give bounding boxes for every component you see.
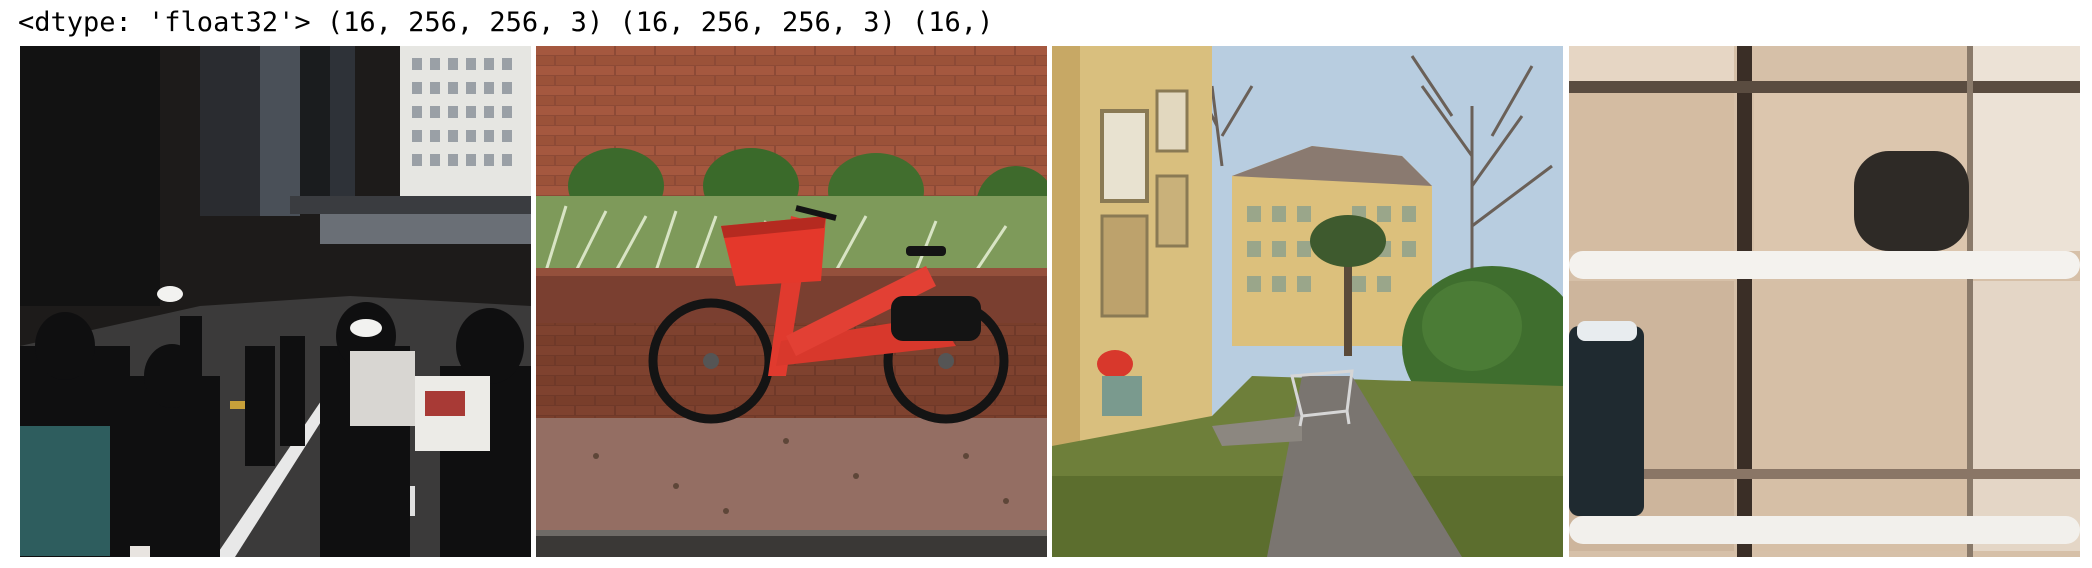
red-bicycle-image [536, 46, 1047, 557]
blurry-window-image [1569, 46, 2080, 557]
street-crowd-image [20, 46, 531, 557]
image-grid [20, 46, 2080, 557]
courtyard-image [1052, 46, 1563, 557]
tensor-shape-output: <dtype: 'float32'> (16, 256, 256, 3) (16… [18, 7, 994, 38]
